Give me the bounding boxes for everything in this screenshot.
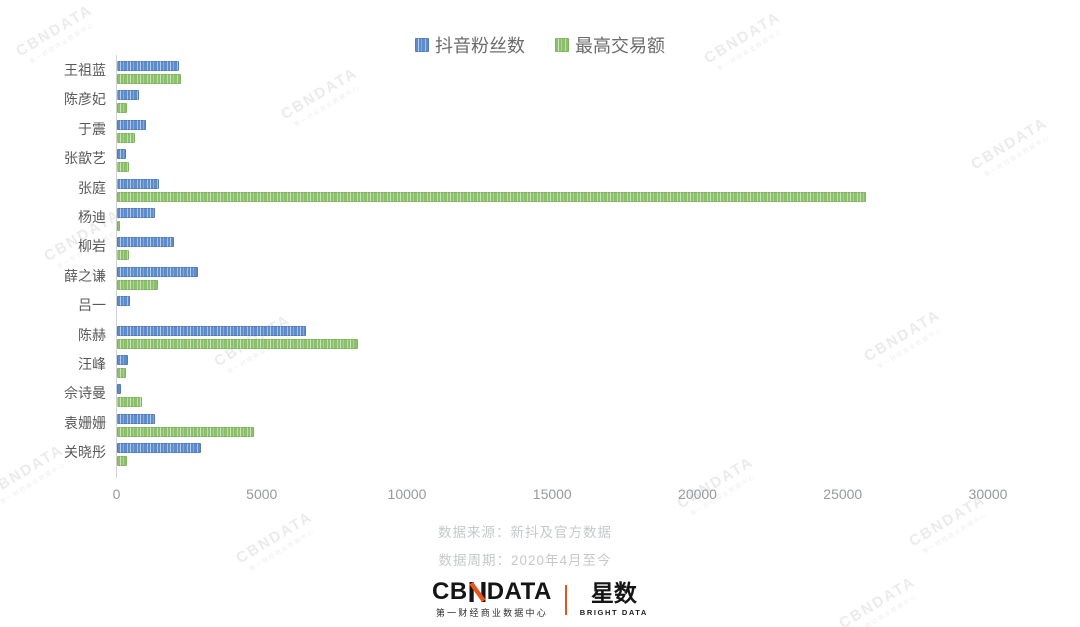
category-label: 薛之谦 [64, 267, 106, 284]
legend-item-douyin-fans[interactable]: 抖音粉丝数 [415, 32, 525, 58]
legend: 抖音粉丝数 最高交易额 [0, 32, 1080, 58]
bar-抖音粉丝数-薛之谦[interactable] [117, 266, 199, 277]
bar-抖音粉丝数-张歆艺[interactable] [117, 149, 126, 160]
legend-label-max-transaction: 最高交易额 [575, 36, 665, 56]
category-label: 吕一 [78, 297, 106, 314]
bar-最高交易额-杨迪[interactable] [117, 221, 121, 231]
bar-最高交易额-于震[interactable] [117, 132, 135, 143]
bar-抖音粉丝数-柳岩[interactable] [117, 237, 174, 248]
category-label: 陈赫 [78, 326, 106, 343]
bar-抖音粉丝数-袁姗姗[interactable] [117, 413, 155, 424]
bar-最高交易额-陈赫[interactable] [117, 338, 359, 349]
bar-最高交易额-关晓彤[interactable] [117, 456, 128, 467]
category-label: 张庭 [78, 179, 106, 196]
x-tick-label: 15000 [532, 486, 572, 502]
category-label: 柳岩 [78, 238, 106, 255]
y-axis-line [116, 55, 117, 478]
bar-抖音粉丝数-张庭[interactable] [117, 178, 160, 189]
bar-抖音粉丝数-陈赫[interactable] [117, 325, 306, 336]
bar-抖音粉丝数-吕一[interactable] [117, 296, 131, 307]
category-label: 张歆艺 [64, 150, 106, 167]
cbndata-logo: CB DATA 第一财经商业数据中心 [432, 580, 552, 619]
legend-swatch-blue [415, 38, 429, 52]
legend-item-max-transaction[interactable]: 最高交易额 [555, 32, 665, 58]
cbndata-subtitle: 第一财经商业数据中心 [435, 608, 548, 618]
cbndata-suffix: DATA [486, 578, 552, 605]
cbndata-prefix: CB [432, 578, 468, 605]
bar-最高交易额-张庭[interactable] [117, 191, 867, 202]
bar-抖音粉丝数-关晓彤[interactable] [117, 443, 202, 454]
bar-最高交易额-陈彦妃[interactable] [117, 103, 127, 114]
bar-抖音粉丝数-于震[interactable] [117, 119, 147, 130]
bar-最高交易额-张歆艺[interactable] [117, 162, 129, 173]
x-tick-label: 30000 [968, 486, 1008, 502]
x-tick-label: 0 [112, 486, 121, 502]
x-tick-label: 20000 [678, 486, 717, 502]
legend-swatch-green [555, 38, 569, 52]
x-tick-label: 10000 [387, 486, 427, 502]
xingshu-wordmark: 星数 [590, 580, 637, 606]
bright-data-subtitle: BRIGHT DATA [579, 608, 648, 617]
bar-最高交易额-佘诗曼[interactable] [117, 397, 142, 408]
legend-label-douyin-fans: 抖音粉丝数 [435, 36, 525, 56]
category-label: 袁姗姗 [64, 414, 106, 431]
logo-divider [564, 584, 567, 615]
bar-抖音粉丝数-佘诗曼[interactable] [117, 384, 122, 395]
x-tick-label: 5000 [246, 486, 278, 502]
bar-抖音粉丝数-王祖蓝[interactable] [117, 61, 180, 71]
category-label: 于震 [78, 120, 106, 137]
data-source-note: 数据来源：新抖及官方数据 [438, 525, 612, 540]
bar-抖音粉丝数-汪峰[interactable] [117, 355, 128, 365]
bar-最高交易额-薛之谦[interactable] [117, 279, 158, 290]
brand-logo: CB DATA 第一财经商业数据中心 星数 BRIGHT DATA [0, 580, 1080, 619]
x-tick-label: 25000 [823, 486, 863, 502]
category-label: 汪峰 [78, 356, 106, 372]
category-label: 佘诗曼 [64, 385, 106, 402]
category-label: 陈彦妃 [64, 91, 106, 108]
bar-最高交易额-王祖蓝[interactable] [117, 74, 181, 84]
category-label: 杨迪 [78, 209, 106, 225]
cbndata-n-icon [469, 582, 486, 602]
cbndata-wordmark: CB DATA [432, 580, 552, 604]
bar-最高交易额-袁姗姗[interactable] [117, 426, 254, 437]
xingshu-logo: 星数 BRIGHT DATA [579, 580, 648, 618]
category-label: 王祖蓝 [64, 62, 106, 78]
data-period-note: 数据周期：2020年4月至今 [438, 553, 612, 568]
bar-抖音粉丝数-杨迪[interactable] [117, 208, 155, 218]
bar-最高交易额-柳岩[interactable] [117, 250, 130, 261]
bar-最高交易额-汪峰[interactable] [117, 368, 126, 378]
bar-抖音粉丝数-陈彦妃[interactable] [117, 90, 139, 101]
category-label: 关晓彤 [64, 444, 106, 461]
